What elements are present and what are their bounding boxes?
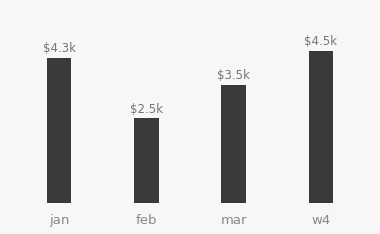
Bar <box>47 58 71 203</box>
Text: $2.5k: $2.5k <box>130 103 163 116</box>
Text: $4.5k: $4.5k <box>304 35 337 48</box>
Text: $4.3k: $4.3k <box>43 42 76 55</box>
Bar <box>309 51 333 203</box>
Bar <box>134 118 158 203</box>
Bar <box>222 85 246 203</box>
Text: $3.5k: $3.5k <box>217 69 250 82</box>
